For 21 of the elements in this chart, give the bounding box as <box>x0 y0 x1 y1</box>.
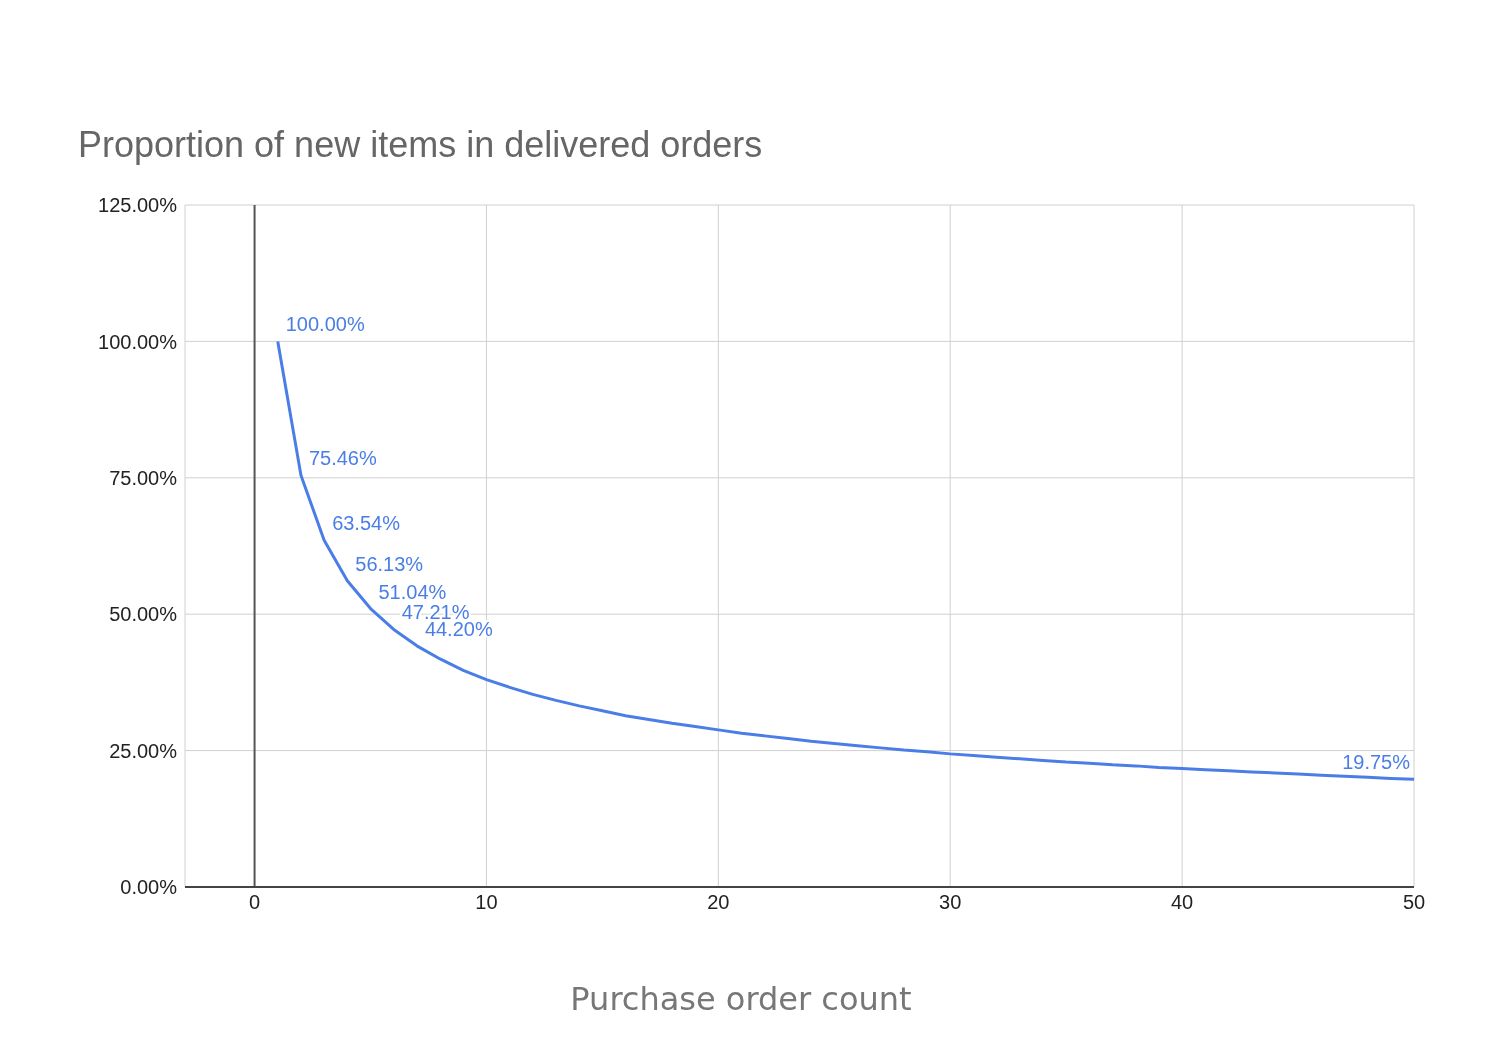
y-tick-label: 0.00% <box>120 876 178 899</box>
y-tick-label: 125.00% <box>98 194 178 217</box>
x-axis-title: Purchase order count <box>569 980 913 1018</box>
chart-title: Proportion of new items in delivered orders <box>78 124 763 166</box>
x-tick-label: 40 <box>1170 891 1194 914</box>
data-label: 51.04% <box>378 580 447 603</box>
y-tick-label: 75.00% <box>109 466 178 489</box>
data-label: 63.54% <box>332 512 401 535</box>
data-label: 56.13% <box>355 552 424 575</box>
x-tick-label: 20 <box>707 891 730 914</box>
data-label: 100.00% <box>285 313 365 336</box>
line-series <box>276 339 1414 781</box>
x-tick-label: 50 <box>1402 891 1426 914</box>
y-tick-label: 25.00% <box>109 739 178 762</box>
data-label: 19.75% <box>1342 751 1411 774</box>
x-tick-label: 10 <box>475 891 498 914</box>
y-tick-label: 100.00% <box>98 330 178 353</box>
y-tick-label: 50.00% <box>109 603 178 626</box>
x-tick-label: 0 <box>249 891 261 914</box>
x-tick-label: 30 <box>939 891 962 914</box>
data-label: 75.46% <box>308 447 377 470</box>
